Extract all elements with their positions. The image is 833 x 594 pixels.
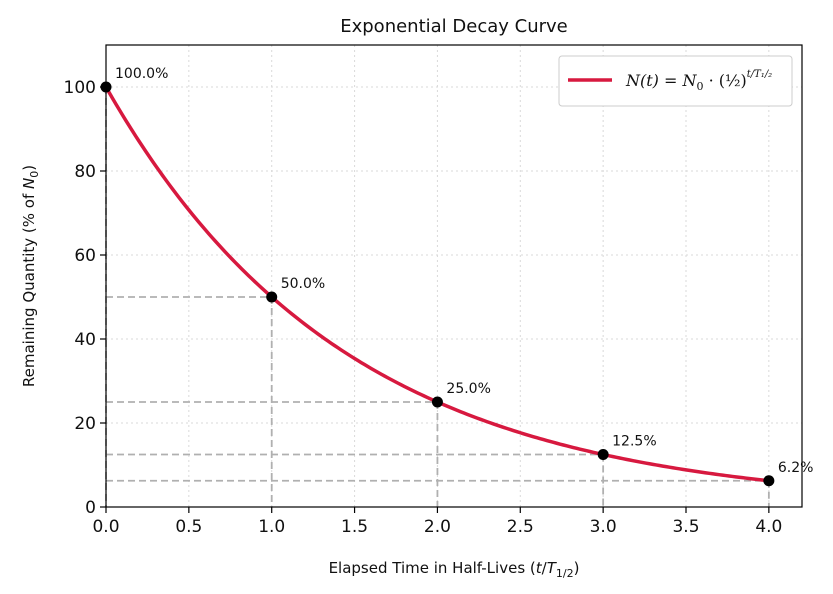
point-label: 25.0% [446,381,490,397]
point-labels: 100.0% 50.0% 25.0% 12.5% 6.2% [115,66,813,476]
y-tick-label: 20 [74,414,96,434]
data-point [266,291,278,303]
x-tick-label: 0.0 [92,517,119,537]
x-tick-label: 0.5 [175,517,202,537]
data-point [763,475,775,487]
x-tick-label: 4.0 [755,517,782,537]
legend: N(t) = N0 · (½)t/T₁/₂ [558,55,793,107]
chart-title: Exponential Decay Curve [340,16,568,37]
x-tick-label: 3.5 [672,517,699,537]
point-label: 12.5% [612,434,656,450]
x-tick-label: 3.0 [590,517,617,537]
x-tick-label: 1.5 [341,517,368,537]
y-tick-label: 60 [74,246,96,266]
y-tick-label: 80 [74,162,96,182]
y-axis-ticks: 0 20 40 60 80 100 [64,78,106,518]
x-tick-label: 2.0 [424,517,451,537]
point-label: 100.0% [115,66,168,82]
y-tick-label: 100 [64,78,96,98]
x-tick-label: 2.5 [507,517,534,537]
x-tick-label: 1.0 [258,517,285,537]
y-tick-label: 40 [74,330,96,350]
x-axis-label: Elapsed Time in Half-Lives (t/T1/2) [329,559,580,580]
plot-frame [105,44,803,508]
point-label: 50.0% [281,276,325,292]
legend-box [558,55,793,107]
x-axis-ticks: 0.0 0.5 1.0 1.5 2.0 2.5 3.0 3.5 4.0 [92,507,782,537]
y-axis-label: Remaining Quantity (% of N0) [20,165,41,387]
data-point [597,449,609,460]
y-tick-label: 0 [85,498,96,518]
point-label: 6.2% [778,460,814,476]
marked-points [100,81,775,487]
data-point [431,396,443,408]
